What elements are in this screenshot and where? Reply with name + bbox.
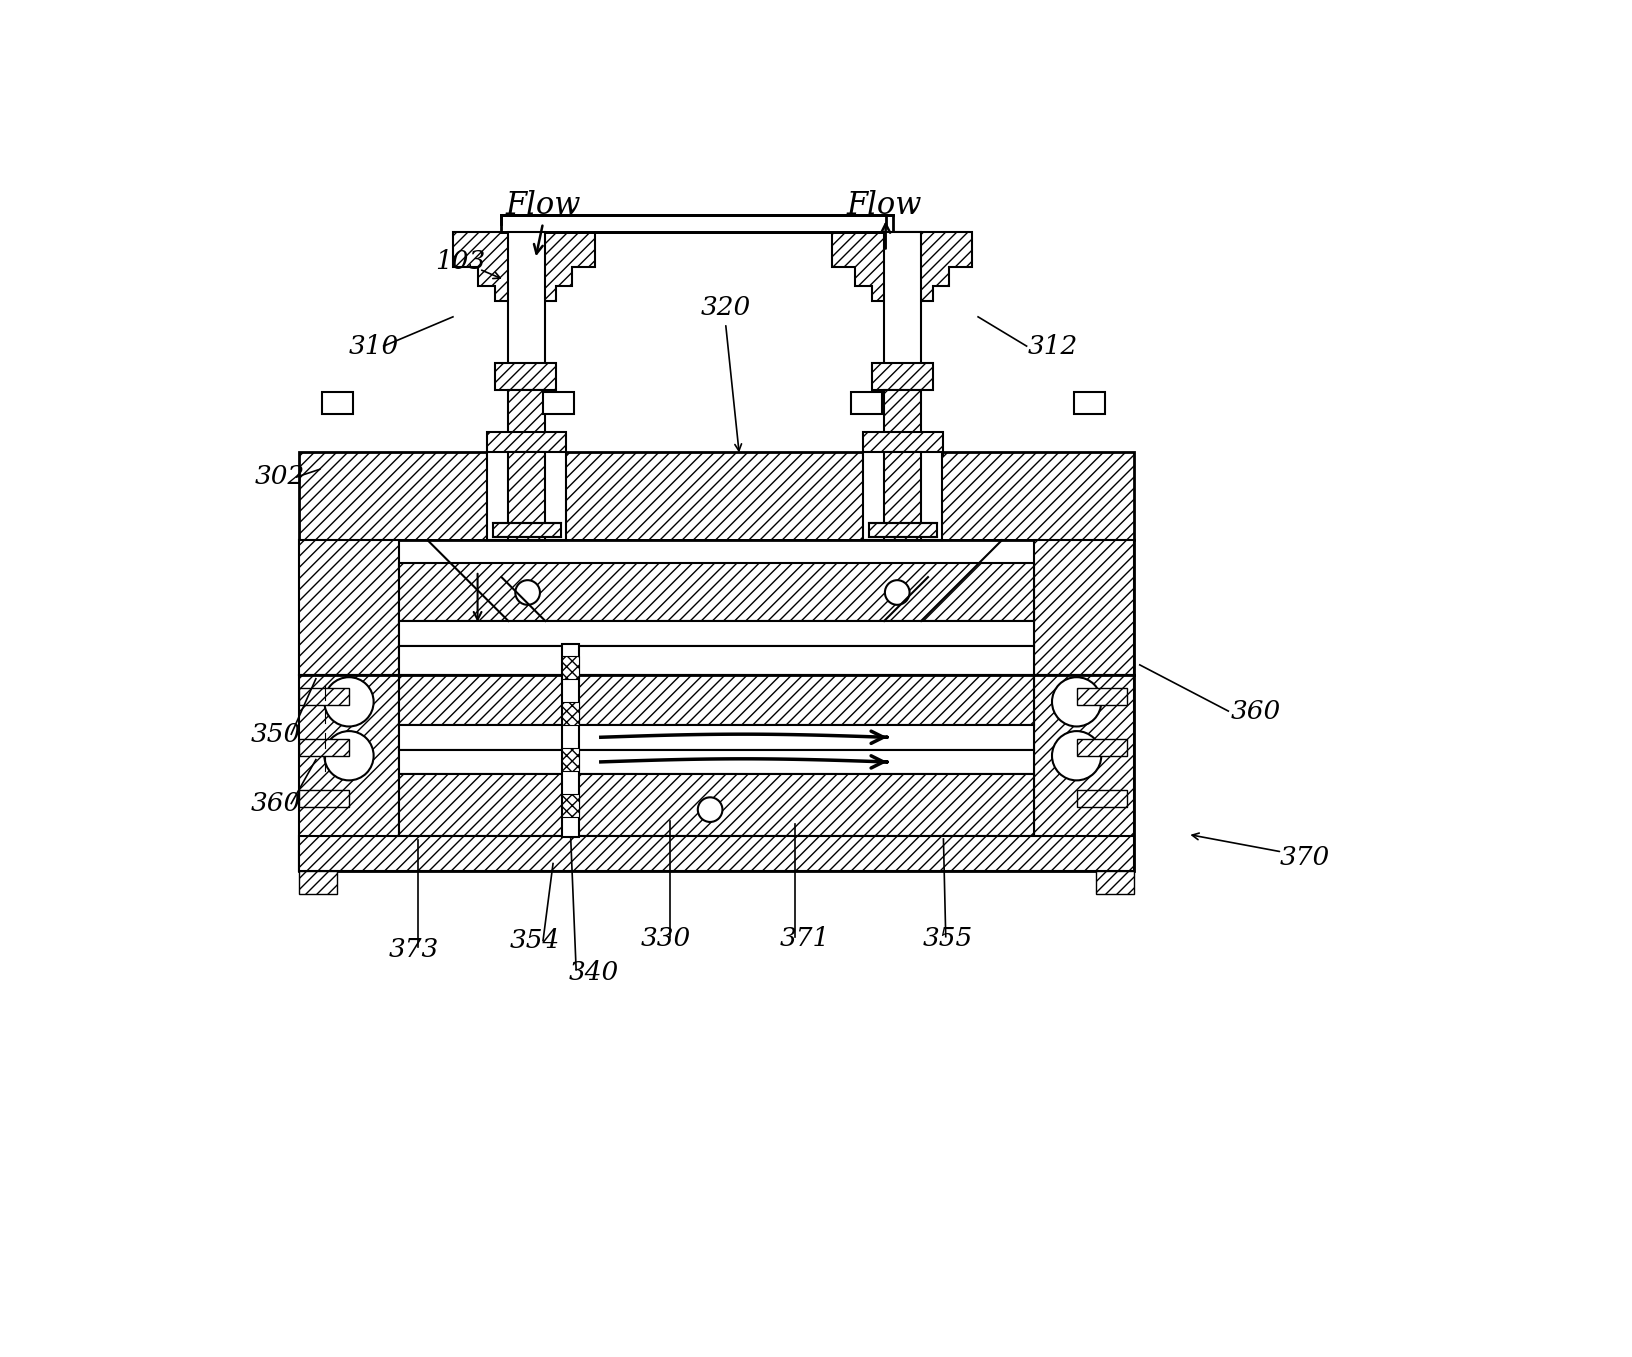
Circle shape <box>325 677 374 726</box>
Bar <box>868 524 937 537</box>
Bar <box>299 790 349 807</box>
Bar <box>299 871 338 894</box>
Text: 360: 360 <box>1231 699 1281 723</box>
Bar <box>1077 790 1126 807</box>
Polygon shape <box>509 389 545 448</box>
Bar <box>299 674 1134 871</box>
Circle shape <box>698 798 723 822</box>
Bar <box>299 540 400 674</box>
Bar <box>1035 540 1134 674</box>
Bar <box>400 749 1035 775</box>
Text: 330: 330 <box>641 927 690 951</box>
Polygon shape <box>871 364 934 389</box>
Polygon shape <box>863 433 943 456</box>
Polygon shape <box>509 452 545 540</box>
Text: 354: 354 <box>509 928 560 953</box>
Polygon shape <box>832 232 973 301</box>
Circle shape <box>325 731 374 780</box>
Bar <box>299 452 1134 540</box>
Bar <box>400 563 1035 622</box>
Polygon shape <box>885 452 920 540</box>
Polygon shape <box>885 232 920 389</box>
Bar <box>563 748 579 771</box>
Polygon shape <box>486 433 566 456</box>
Bar <box>322 392 353 414</box>
Bar <box>563 794 579 817</box>
Circle shape <box>885 581 909 605</box>
Circle shape <box>1053 677 1102 726</box>
Bar <box>563 702 579 725</box>
Bar <box>299 540 1134 674</box>
Polygon shape <box>509 232 545 389</box>
Polygon shape <box>454 232 594 301</box>
Circle shape <box>1053 731 1102 780</box>
Bar <box>493 524 561 537</box>
Text: 103: 103 <box>436 248 485 274</box>
Bar <box>1074 392 1105 414</box>
Bar <box>563 645 579 836</box>
Bar <box>543 392 574 414</box>
Text: 310: 310 <box>348 334 398 358</box>
Bar <box>299 738 349 756</box>
Circle shape <box>516 581 540 605</box>
Bar <box>400 674 1035 725</box>
Bar <box>486 452 566 540</box>
Bar <box>863 452 942 540</box>
Bar <box>299 674 400 871</box>
Bar <box>1077 738 1126 756</box>
Text: 370: 370 <box>1279 845 1330 870</box>
Polygon shape <box>494 364 557 389</box>
Bar <box>850 392 881 414</box>
Bar <box>299 836 1134 871</box>
Text: Flow: Flow <box>847 190 922 221</box>
Text: 320: 320 <box>700 294 751 320</box>
Bar <box>563 655 579 678</box>
Bar <box>400 775 1035 836</box>
Bar <box>501 216 893 232</box>
Bar <box>400 725 1035 749</box>
Bar <box>400 622 1035 646</box>
Bar <box>1077 688 1126 704</box>
Bar <box>1035 674 1134 871</box>
Text: 371: 371 <box>780 927 829 951</box>
Text: 373: 373 <box>388 938 439 962</box>
Bar <box>1097 871 1134 894</box>
Polygon shape <box>885 389 920 448</box>
Text: 312: 312 <box>1028 334 1079 358</box>
Text: 350: 350 <box>250 722 300 746</box>
Text: 302: 302 <box>255 464 305 490</box>
Bar <box>299 688 349 704</box>
Text: 340: 340 <box>568 961 619 985</box>
Text: Flow: Flow <box>506 190 581 221</box>
Text: 360: 360 <box>250 791 300 816</box>
Text: 355: 355 <box>922 927 973 951</box>
Bar <box>400 646 1035 674</box>
